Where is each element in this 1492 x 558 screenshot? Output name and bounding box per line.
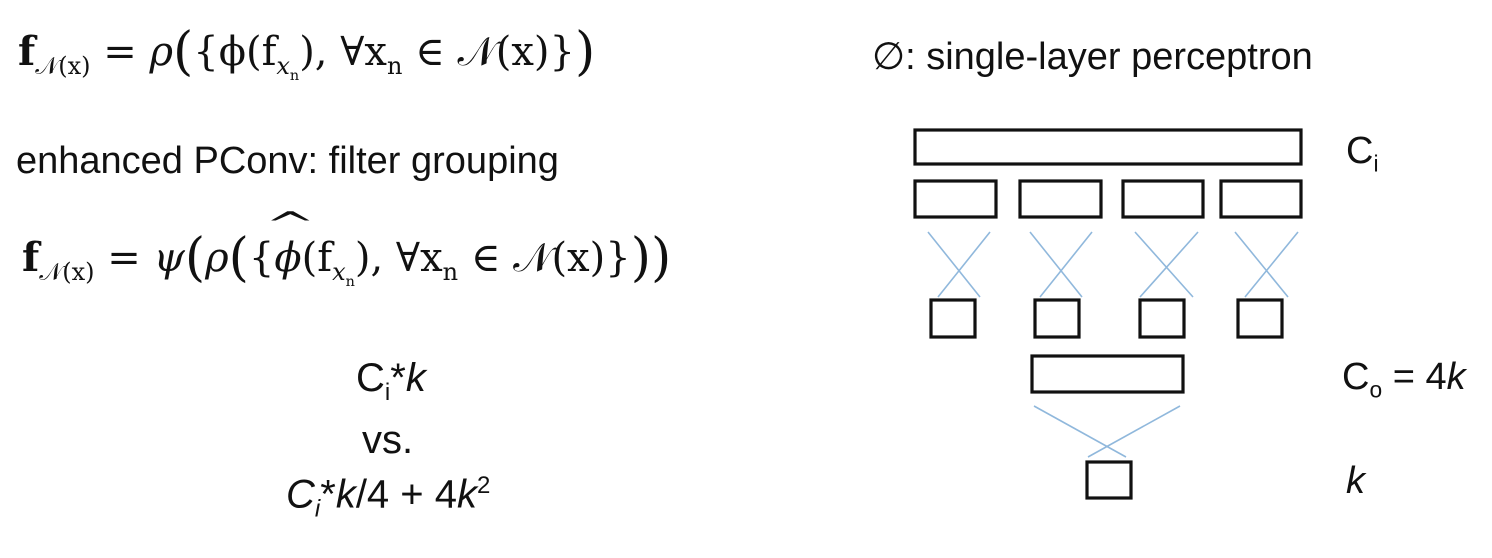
- formula-grouped-eq: =: [107, 235, 141, 281]
- formula-plain-body: {ϕ(f: [193, 29, 277, 75]
- comparison-line3-sub: i: [314, 495, 321, 523]
- label-k-text: k: [1346, 460, 1365, 502]
- box-input: [913, 128, 1303, 166]
- formula-plain: f𝒩(x) = ρ({ϕ(fxn), ∀xn ∈ 𝒩(x)}): [18, 22, 595, 84]
- formula-grouped-outer: ψ: [153, 235, 185, 281]
- comparison-line3-div: /4 + 4: [355, 472, 458, 517]
- formula-grouped-paren-inner-open: (: [228, 228, 249, 288]
- comparison-line1: Ci*k: [356, 356, 426, 407]
- formula-grouped-func: ρ: [205, 235, 229, 281]
- connector-2a: [1029, 231, 1083, 298]
- connector-5b: [1087, 405, 1181, 458]
- formula-plain-paren-close: ): [575, 22, 596, 82]
- label-k: k: [1346, 460, 1365, 503]
- formula-plain-eq: =: [103, 29, 137, 75]
- formula-grouped-rest2: ∈ 𝒩(x)}: [470, 235, 631, 281]
- box-hidden-1: [929, 298, 977, 339]
- connector-3a: [1134, 231, 1194, 298]
- formula-grouped-lhs: f: [22, 234, 40, 281]
- connectors: [927, 231, 1299, 458]
- label-co: Co = 4k: [1342, 356, 1466, 404]
- boxes: [913, 128, 1303, 500]
- formula-grouped-paren-outer-close: ): [650, 228, 672, 288]
- subtitle: enhanced PConv: filter grouping: [16, 140, 559, 182]
- box-group-4: [1219, 179, 1303, 219]
- formula-plain-rest2: ∈ 𝒩(x)}: [415, 29, 575, 75]
- comparison-line1-k: k: [405, 356, 426, 400]
- formula-plain-body-sub2: n: [289, 67, 300, 84]
- comparison-line3-k2: k: [457, 472, 478, 517]
- comparison-line1-sub: i: [384, 379, 391, 406]
- comparison-line1-c: C: [356, 356, 385, 400]
- comparison-line3-star: *: [320, 472, 336, 517]
- comparison-line3-k: k: [335, 472, 356, 517]
- connector-4b: [1244, 231, 1299, 298]
- label-ci: Ci: [1346, 130, 1379, 178]
- comparison-line3-c: C: [286, 472, 315, 517]
- formula-plain-paren-open: (: [172, 22, 194, 82]
- formula-grouped-rest-sub: n: [442, 258, 459, 286]
- label-co-rest: = 4: [1382, 356, 1447, 398]
- formula-grouped-phi-hat: ϕ: [274, 235, 301, 281]
- box-concat: [1030, 354, 1185, 394]
- connector-3b: [1139, 231, 1199, 298]
- connector-4a: [1234, 231, 1289, 298]
- label-ci-sub: i: [1373, 150, 1379, 177]
- comparison-line3: Ci*k/4 + 4k2: [286, 472, 490, 523]
- box-hidden-3: [1138, 298, 1186, 339]
- formula-plain-func: ρ: [149, 29, 173, 75]
- label-ci-c: C: [1346, 130, 1374, 172]
- comparison-line2: vs.: [362, 418, 414, 462]
- connector-5a: [1033, 405, 1127, 458]
- box-hidden-4: [1236, 298, 1284, 339]
- formula-plain-lhs-sub: 𝒩(x): [35, 52, 91, 80]
- formula-plain-rest: ), ∀x: [299, 29, 387, 75]
- formula-grouped: f𝒩(x) = ψ(ρ({ϕ(fxn), ∀xn ∈ 𝒩(x)})): [22, 228, 671, 290]
- label-co-c: C: [1342, 356, 1370, 398]
- formula-plain-lhs: f: [18, 28, 36, 75]
- box-group-1: [913, 179, 998, 219]
- formula-grouped-paren-outer-open: (: [184, 228, 206, 288]
- connector-1a: [927, 231, 981, 298]
- box-group-3: [1121, 179, 1205, 219]
- formula-grouped-paren-inner-close: ): [630, 228, 651, 288]
- box-hidden-2: [1033, 298, 1081, 339]
- formula-grouped-body-sub: x: [332, 258, 346, 286]
- connector-2b: [1039, 231, 1093, 298]
- formula-grouped-rest: ), ∀x: [354, 235, 443, 281]
- connector-1b: [937, 231, 991, 298]
- phi-label: ∅: single-layer perceptron: [872, 36, 1313, 78]
- formula-grouped-body-sub2: n: [345, 273, 355, 290]
- box-output: [1085, 460, 1133, 500]
- label-co-sub: o: [1369, 376, 1383, 403]
- formula-plain-rest-sub: n: [386, 52, 403, 80]
- label-co-k: k: [1446, 356, 1466, 398]
- formula-grouped-lhs-sub: 𝒩(x): [39, 258, 95, 286]
- comparison-line3-sup: 2: [477, 472, 491, 499]
- formula-plain-body-sub: x: [276, 52, 290, 80]
- box-group-2: [1018, 179, 1103, 219]
- comparison-line1-star: *: [390, 356, 406, 400]
